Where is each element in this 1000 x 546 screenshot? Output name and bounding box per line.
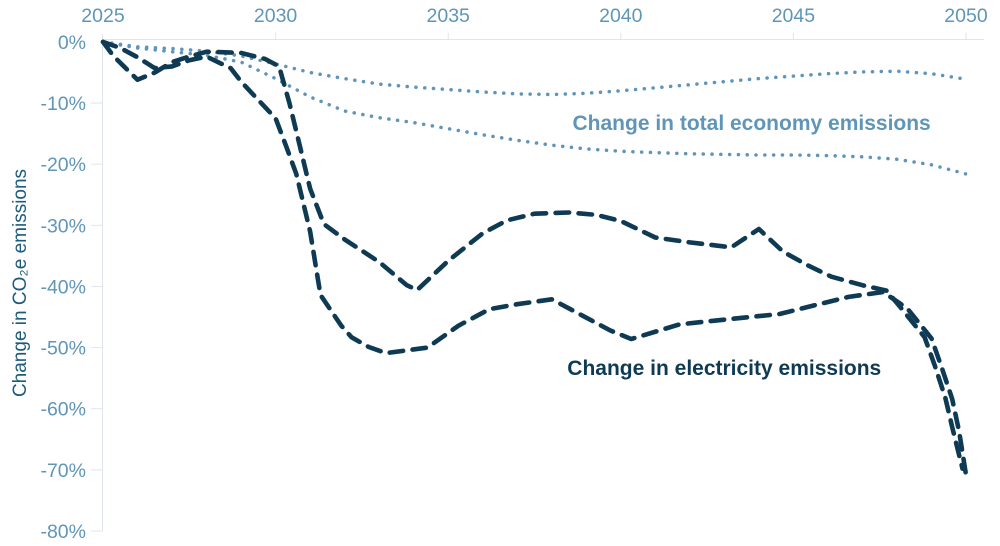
y-tick-label: -20% (40, 154, 86, 176)
x-tick-label: 2035 (427, 5, 471, 27)
y-tick-label: -30% (40, 215, 86, 237)
x-tick-label: 2030 (254, 5, 298, 27)
axes: 2025 2030 2035 2040 2045 2050 0% -10% -20% -30% -4… (40, 5, 987, 543)
y-axis-title: Change in CO₂e emissions (10, 169, 31, 397)
series-lines (100, 39, 969, 478)
y-tick-label: 0% (58, 32, 86, 54)
x-tick-label: 2050 (944, 5, 988, 27)
x-tick-label: 2025 (81, 5, 125, 27)
y-tick-label: -80% (40, 521, 86, 543)
y-tick-label: -70% (40, 460, 86, 482)
series-electricity-scenario-1 (100, 39, 965, 471)
x-tick-label: 2045 (772, 5, 816, 27)
series-total-economy-scenario-2 (101, 40, 968, 176)
y-tick-label: -50% (40, 338, 86, 360)
y-tick-label: -40% (40, 276, 86, 298)
y-tick-label: -10% (40, 93, 86, 115)
label-electricity-emissions: Change in electricity emissions (567, 357, 881, 380)
label-total-economy-emissions: Change in total economy emissions (573, 112, 931, 135)
series-electricity-scenario-2 (100, 39, 969, 478)
x-tick-label: 2040 (599, 5, 643, 27)
y-tick-label: -60% (40, 399, 86, 421)
